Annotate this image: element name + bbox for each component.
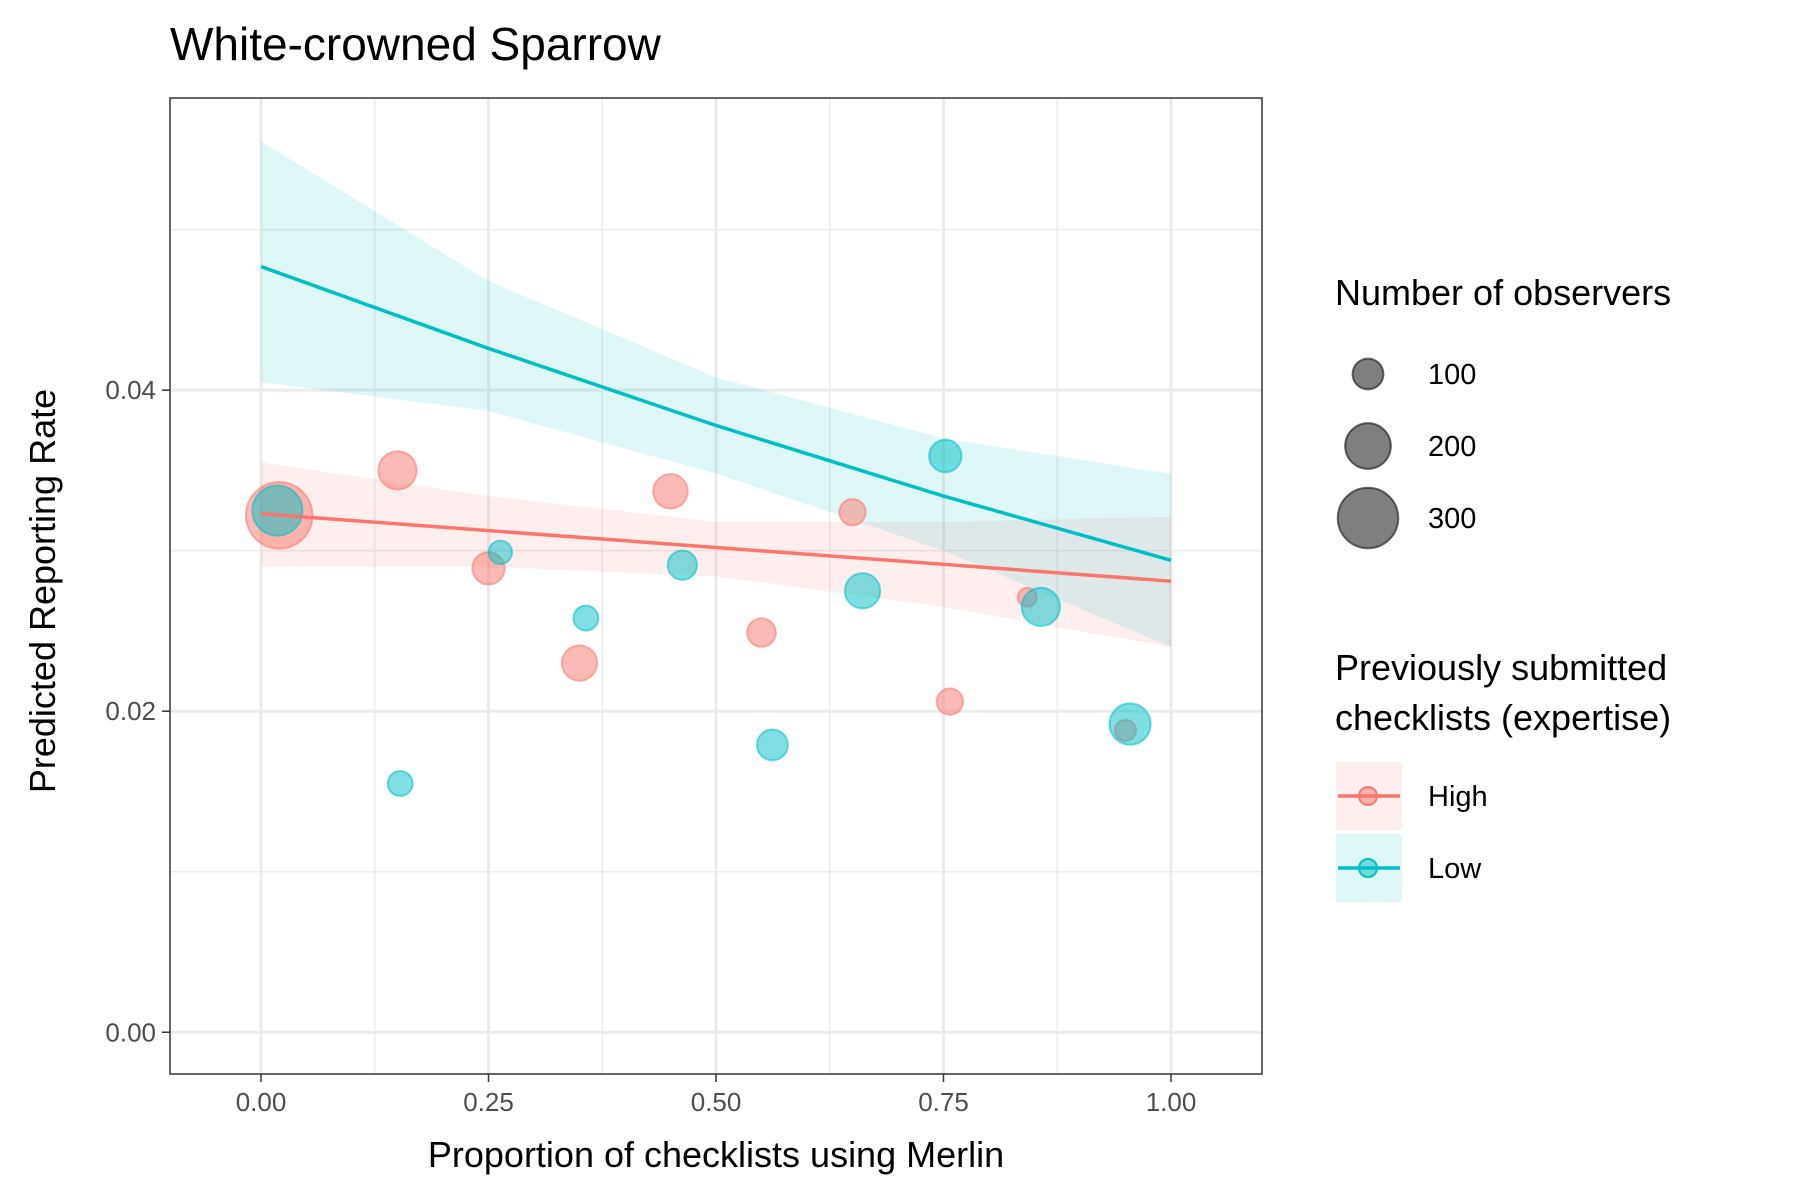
x-tick-label: 0.25 <box>463 1087 514 1117</box>
size-legend-label: 100 <box>1428 359 1476 391</box>
data-point-low <box>386 769 414 797</box>
data-point-low <box>487 539 514 566</box>
data-point-low <box>928 438 963 474</box>
data-point-high <box>746 617 777 648</box>
size-legend-title: Number of observers <box>1335 272 1671 313</box>
data-point-low <box>251 484 304 537</box>
x-tick-label: 0.50 <box>691 1087 742 1117</box>
y-axis-title: Predicted Reporting Rate <box>22 389 63 793</box>
data-point-high <box>935 687 965 716</box>
data-point-low <box>572 604 600 632</box>
size-legend-label: 300 <box>1428 503 1476 535</box>
fit-line-high <box>260 512 1172 583</box>
color-legend-label: Low <box>1428 853 1482 885</box>
data-point-high <box>652 473 689 510</box>
data-point-low <box>1108 702 1152 746</box>
color-legend-title: Previously submitted <box>1335 647 1667 688</box>
x-axis-title: Proportion of checklists using Merlin <box>428 1134 1004 1175</box>
size-legend-key <box>1351 357 1385 391</box>
y-tick-label: 0.00 <box>105 1017 156 1047</box>
x-tick-label: 1.00 <box>1146 1087 1197 1117</box>
confidence-band-high <box>261 462 1171 647</box>
y-tick-label: 0.04 <box>105 375 156 405</box>
data-point-low <box>843 572 882 610</box>
data-point-high <box>377 450 418 491</box>
size-legend-key <box>1344 422 1392 470</box>
data-point-high <box>560 644 599 682</box>
color-legend-title: checklists (expertise) <box>1335 697 1671 738</box>
size-legend-label: 200 <box>1428 431 1476 463</box>
data-point-low <box>755 728 789 762</box>
x-tick-label: 0.00 <box>236 1087 287 1117</box>
y-tick-label: 0.02 <box>105 696 156 726</box>
fit-line-low <box>260 264 1172 562</box>
color-legend-point-key <box>1358 786 1378 806</box>
size-legend-key <box>1336 486 1400 550</box>
chart-title: White-crowned Sparrow <box>170 18 662 70</box>
plot-area: 0.00 0.25 0.50 0.75 1.00 0.00 0.02 0.04 <box>105 97 1263 1117</box>
confidence-band-low <box>261 141 1171 647</box>
legend: Number of observers 100 200 300 Previously s… <box>1335 272 1671 902</box>
color-legend-label: High <box>1428 781 1488 813</box>
data-point-low <box>1020 586 1062 628</box>
data-point-low <box>666 549 699 581</box>
x-tick-label: 0.75 <box>918 1087 969 1117</box>
data-point-high <box>838 497 867 527</box>
color-legend-point-key <box>1358 858 1378 878</box>
